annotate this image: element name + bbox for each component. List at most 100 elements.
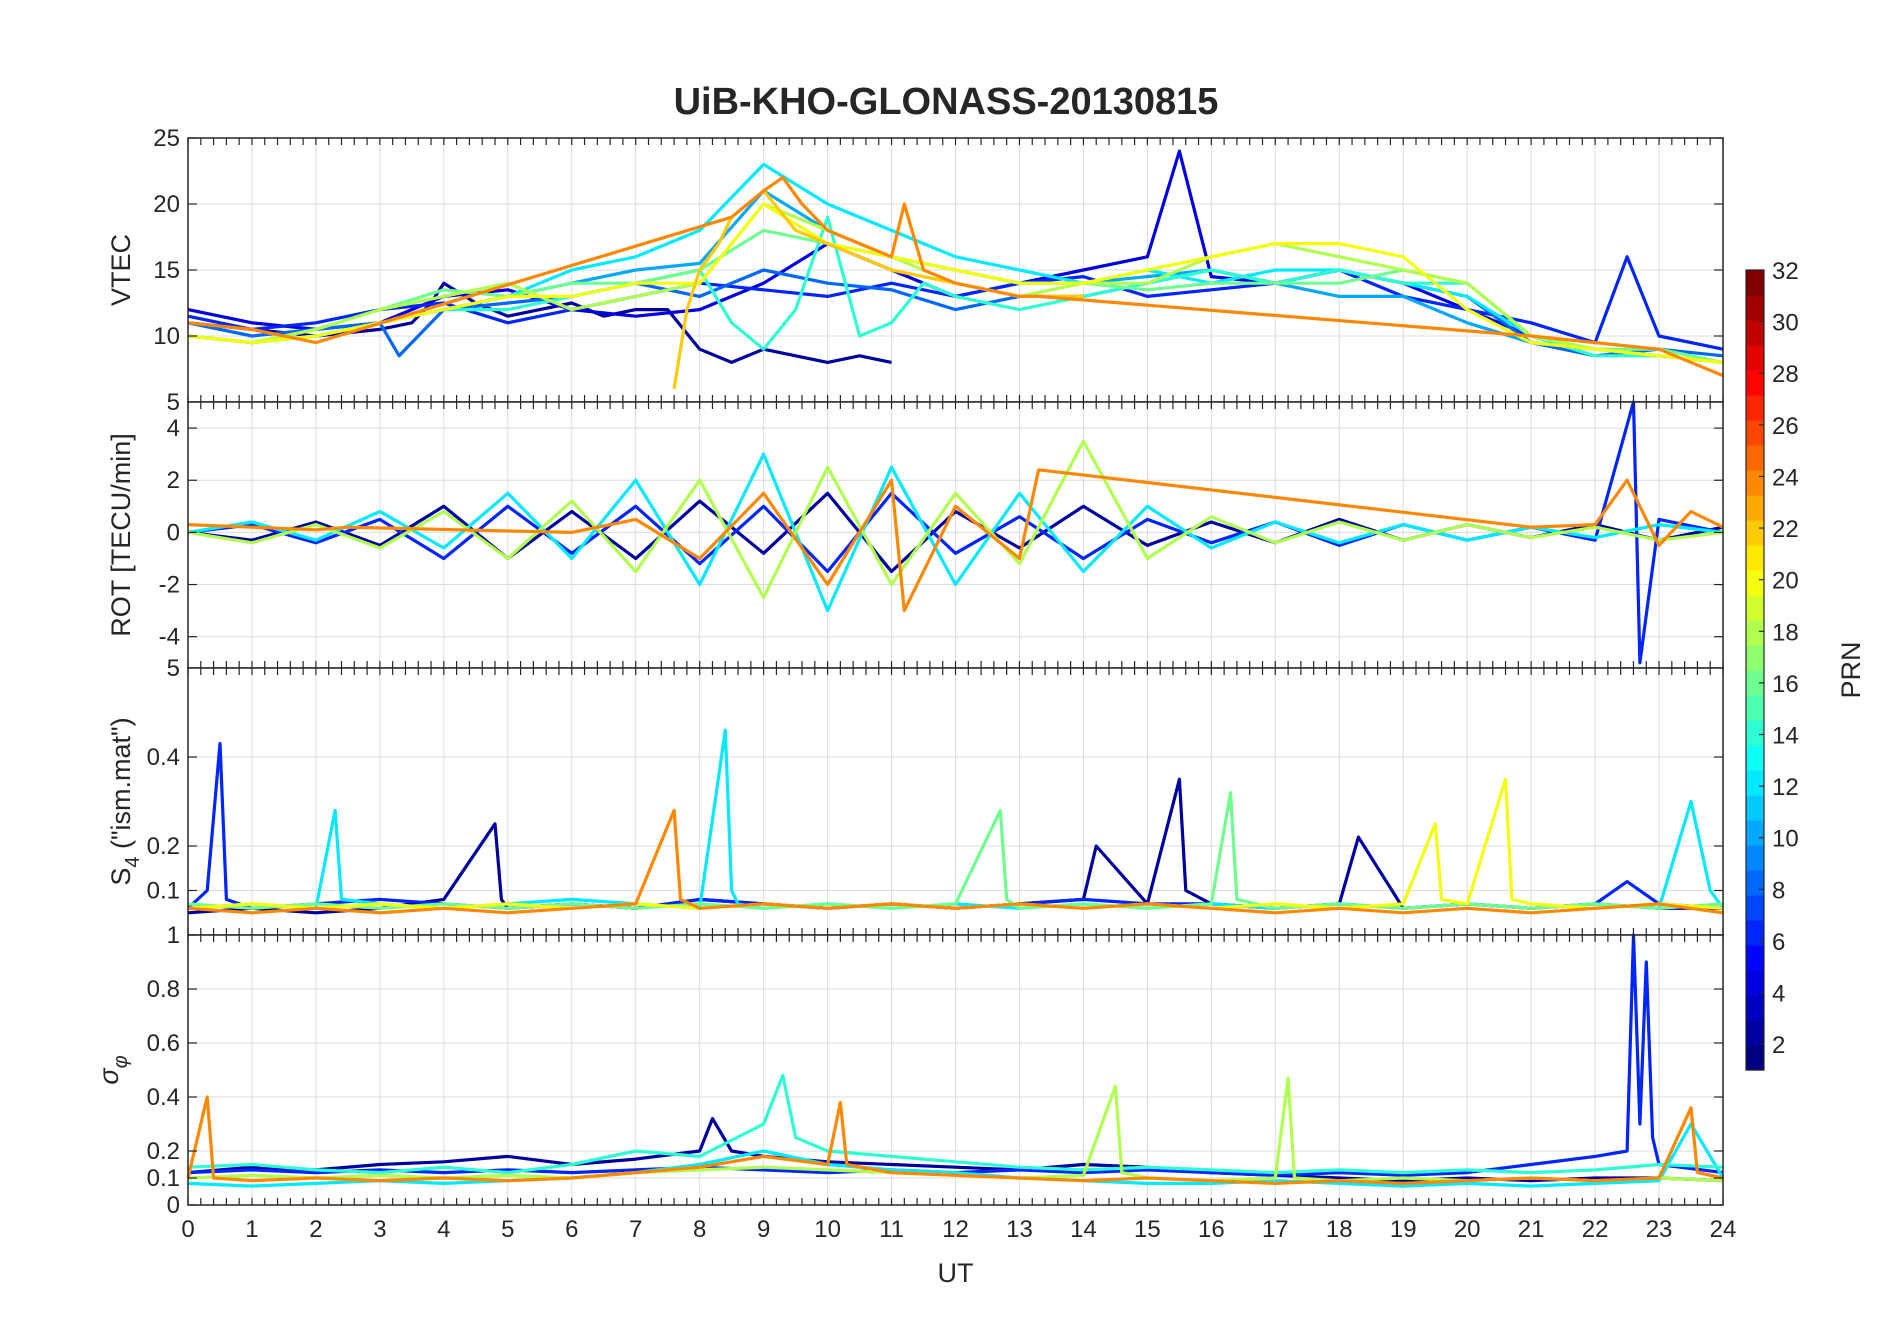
- y-tick-label: -2: [159, 572, 180, 599]
- y-tick-label: 0.2: [147, 833, 180, 860]
- colorbar-tick-label: 10: [1772, 826, 1799, 853]
- x-minor-ticks: [187, 138, 1724, 402]
- series-line-prn-20: [187, 202, 1724, 364]
- series-line-prn-24: [187, 808, 1724, 915]
- colorbar-swatch: [1746, 795, 1764, 821]
- x-tick-label: 19: [1390, 1216, 1417, 1243]
- colorbar-swatch: [1746, 495, 1764, 521]
- colorbar-swatch: [1746, 370, 1764, 396]
- panel-rot: -4 -2 0 2 4 5 ROT [TECU/min]: [106, 400, 1724, 682]
- x-tick-label: 16: [1198, 1216, 1225, 1243]
- y-axis-label: S4 ("ism.mat"): [106, 717, 144, 885]
- series-group: [186, 933, 1725, 1188]
- y-axis-label: σφ: [94, 1055, 132, 1084]
- colorbar-swatch: [1746, 945, 1764, 971]
- y-tick-label: 0.1: [147, 1165, 180, 1192]
- x-minor-ticks: [187, 935, 1724, 1205]
- colorbar-swatch: [1746, 695, 1764, 721]
- colorbar-swatch: [1746, 320, 1764, 346]
- y-tick-label: 5: [167, 389, 180, 416]
- x-tick-label: 22: [1582, 1216, 1609, 1243]
- x-tick-label: 2: [309, 1216, 322, 1243]
- y-tick-label: 20: [153, 191, 180, 218]
- y-tick-label: 0.8: [147, 976, 180, 1003]
- colorbar-label: PRN: [1836, 641, 1866, 698]
- y-tick-label: 0.2: [147, 1138, 180, 1165]
- x-tick-label: 14: [1070, 1216, 1097, 1243]
- x-tick-label: 23: [1646, 1216, 1673, 1243]
- colorbar-tick-label: 30: [1772, 310, 1799, 337]
- colorbar-swatch: [1746, 995, 1764, 1021]
- x-tick-label: 17: [1262, 1216, 1289, 1243]
- colorbar-swatch: [1746, 570, 1764, 596]
- colorbar-tick-label: 26: [1772, 413, 1799, 440]
- y-tick-label: 10: [153, 323, 180, 350]
- y-tick-label: 2: [167, 467, 180, 494]
- x-tick-label: 20: [1454, 1216, 1481, 1243]
- colorbar-tick-label: 32: [1772, 258, 1799, 285]
- colorbar-tick-label: 24: [1772, 464, 1799, 491]
- colorbar-tick-label: 20: [1772, 568, 1799, 595]
- colorbar-swatch: [1746, 820, 1764, 846]
- colorbar-tick-label: 8: [1772, 877, 1785, 904]
- colorbar-swatch: [1746, 345, 1764, 371]
- panel-vtec: 10 15 20 25 5 VTEC: [106, 125, 1724, 416]
- colorbar-swatch: [1746, 520, 1764, 546]
- colorbar-swatch: [1746, 870, 1764, 896]
- colorbar-swatch: [1746, 720, 1764, 746]
- colorbar-tick-label: 4: [1772, 981, 1785, 1008]
- series-line-prn-24: [186, 1095, 1724, 1185]
- series-line-prn-2: [187, 281, 892, 364]
- x-tick-label: 8: [693, 1216, 706, 1243]
- grid: [187, 668, 1724, 935]
- x-tick-label: 24: [1710, 1216, 1737, 1243]
- y-tick-label: 0: [167, 1192, 180, 1219]
- y-axis-label: ROT [TECU/min]: [106, 433, 136, 637]
- colorbar-swatch: [1746, 395, 1764, 421]
- x-tick-label: 7: [629, 1216, 642, 1243]
- y-axis-label: VTEC: [106, 234, 136, 306]
- x-tick-label: 3: [373, 1216, 386, 1243]
- series-line-prn-14: [187, 1073, 1724, 1175]
- colorbar-swatch: [1746, 1045, 1764, 1071]
- series-line-prn-24: [187, 176, 1724, 378]
- panel-s4: 0.1 0.2 0.4S4 ("ism.mat"): [106, 667, 1725, 936]
- grid: [187, 402, 1724, 668]
- colorbar-swatch: [1746, 270, 1764, 296]
- series-line-prn-18: [187, 1076, 1724, 1183]
- x-minor-ticks: [187, 402, 1724, 668]
- colorbar-swatch: [1746, 545, 1764, 571]
- x-tick-label: 0: [181, 1216, 194, 1243]
- colorbar-tick-label: 2: [1772, 1032, 1785, 1059]
- series-line-prn-18: [187, 439, 1724, 600]
- colorbar-swatch: [1746, 645, 1764, 671]
- x-minor-ticks: [187, 668, 1724, 935]
- y-tick-label: 0.4: [147, 744, 180, 771]
- colorbar-swatch: [1746, 445, 1764, 471]
- colorbar-swatch: [1746, 670, 1764, 696]
- colorbar-tick-label: 12: [1772, 774, 1799, 801]
- colorbar-swatch: [1746, 595, 1764, 621]
- colorbar-swatch: [1746, 770, 1764, 796]
- colorbar-swatch: [1746, 420, 1764, 446]
- series-line-prn-14: [187, 215, 1724, 364]
- colorbar-swatch: [1746, 895, 1764, 921]
- colorbar-swatch: [1746, 470, 1764, 496]
- x-tick-label: 4: [437, 1216, 450, 1243]
- x-tick-label: 12: [942, 1216, 969, 1243]
- series-group: [187, 149, 1724, 390]
- x-tick-label: 15: [1134, 1216, 1161, 1243]
- x-tick-label: 11: [879, 1216, 904, 1243]
- colorbar-swatch: [1746, 745, 1764, 771]
- x-tick-label: 9: [757, 1216, 770, 1243]
- colorbar-tick-label: 6: [1772, 929, 1785, 956]
- x-axis-label: UT: [938, 1258, 974, 1288]
- x-tick-label: 10: [814, 1216, 841, 1243]
- x-tick-label: 18: [1326, 1216, 1353, 1243]
- x-tick-label: 13: [1006, 1216, 1033, 1243]
- series-group: [186, 728, 1725, 915]
- colorbar-swatch: [1746, 295, 1764, 321]
- y-tick-label: 1: [167, 922, 180, 949]
